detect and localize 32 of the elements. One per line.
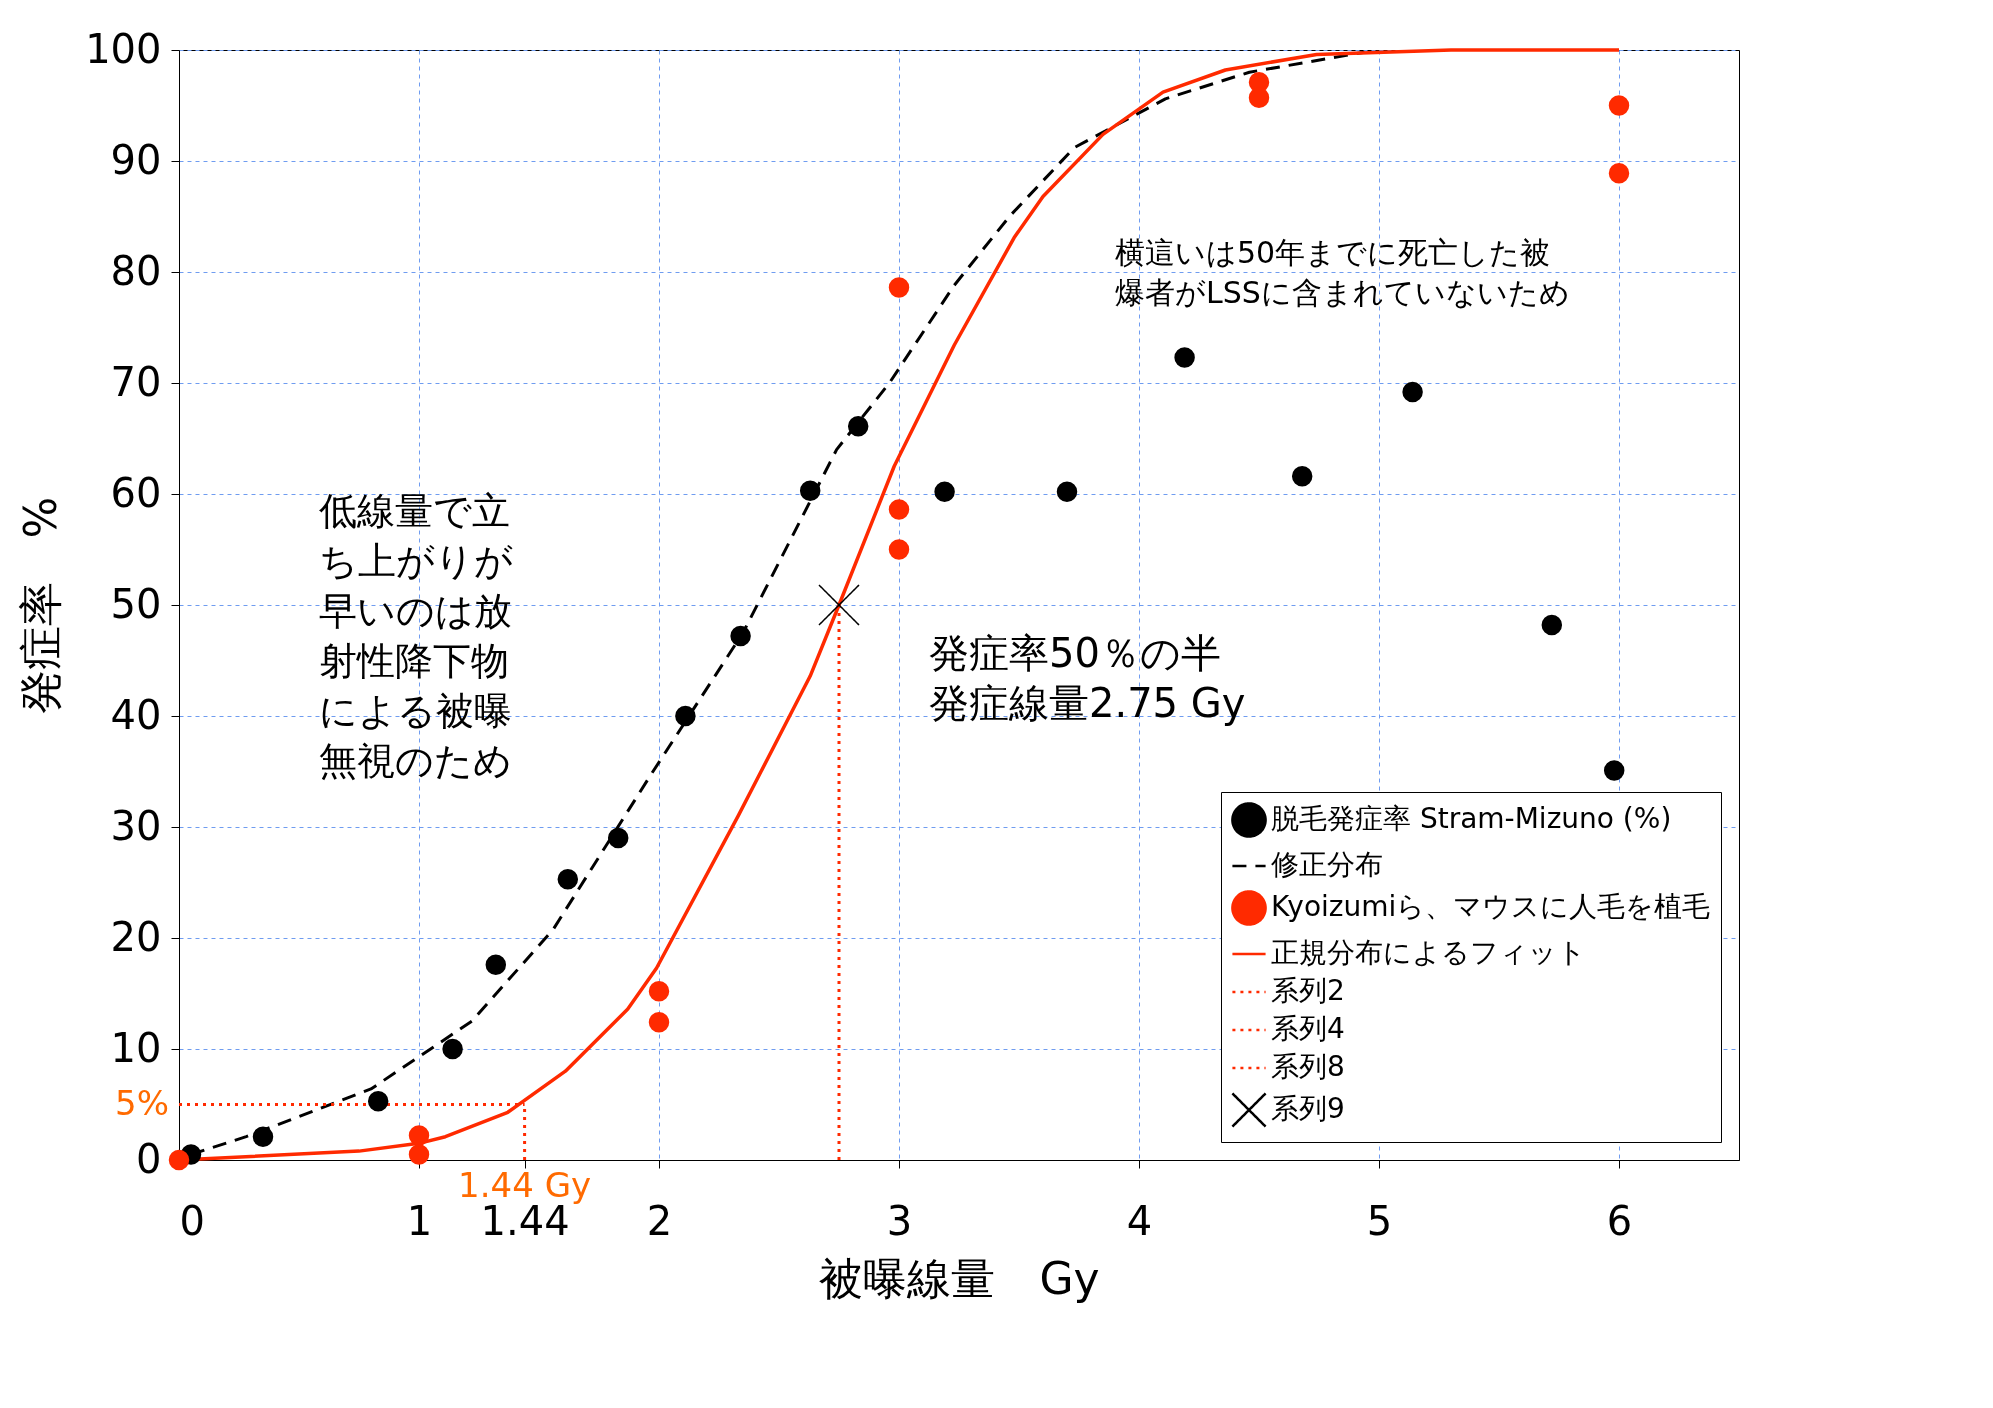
y-tick-label: 20 <box>110 913 162 960</box>
annotation: 横這いは50年までに死亡した被爆者がLSSに含まれていないため <box>1115 234 1570 310</box>
y-tick-label: 0 <box>136 1135 162 1182</box>
x-tick-label: 1 <box>406 1197 433 1244</box>
legend-label: 系列4 <box>1271 1012 1345 1045</box>
annotation: 5% <box>115 1082 169 1123</box>
annotation: 発症率50％の半発症線量2.75 Gy <box>929 630 1246 726</box>
y-tick-label: 90 <box>110 136 162 183</box>
x-axis-title: 被曝線量 Gy <box>819 1252 1100 1304</box>
y-tick-label: 10 <box>110 1024 162 1071</box>
y-tick-label: 70 <box>110 358 162 405</box>
y-tick-label: 30 <box>110 802 162 849</box>
y-tick-label: 40 <box>110 691 162 738</box>
legend-label: 系列8 <box>1271 1050 1345 1083</box>
x-tick-label: 5 <box>1366 1197 1393 1244</box>
legend-label: 正規分布によるフィット <box>1271 936 1586 969</box>
legend-label: 脱毛発症率 Stram-Mizuno (%) <box>1271 802 1672 835</box>
x-tick-label: 6 <box>1606 1197 1633 1244</box>
x-tick-label: 3 <box>886 1197 913 1244</box>
x-tick-label: 4 <box>1126 1197 1153 1244</box>
legend-label: 系列2 <box>1271 974 1345 1007</box>
legend-label: 系列9 <box>1271 1092 1345 1125</box>
y-tick-label: 60 <box>110 469 162 516</box>
y-axis-title: 発症率 % <box>15 496 67 715</box>
annotation: 低線量で立ち上がりが早いのは放射性降下物による被曝無視のため <box>319 489 514 783</box>
x-tick-label: 0 <box>179 1197 205 1244</box>
y-tick-label: 50 <box>110 580 162 627</box>
legend-label: 修正分布 <box>1271 848 1383 881</box>
y-tick-label: 80 <box>110 247 162 294</box>
y-tick-label: 100 <box>85 25 162 72</box>
x-tick-label: 2 <box>646 1197 673 1244</box>
legend-label: Kyoizumiら、マウスに人毛を植毛 <box>1271 890 1711 923</box>
